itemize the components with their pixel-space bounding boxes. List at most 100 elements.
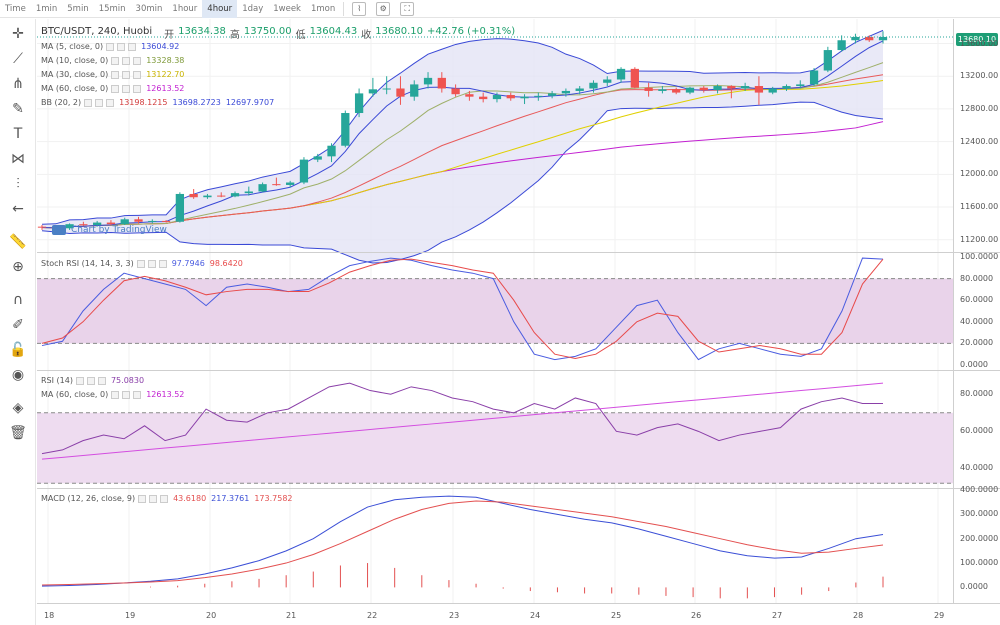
visibility-icon[interactable] (111, 84, 120, 93)
visibility-icon[interactable] (111, 56, 120, 65)
close-icon[interactable] (133, 390, 142, 399)
legend-rsi-value: 75.0830 (110, 376, 145, 385)
text-tool-icon[interactable]: T (13, 126, 23, 142)
visibility-icon[interactable] (138, 494, 147, 503)
chart-type-icon[interactable]: ⌇ (352, 1, 367, 16)
close-icon[interactable] (97, 376, 106, 385)
tradingview-logo-icon (52, 225, 66, 235)
macd-signal-line (41, 500, 884, 586)
ruler-icon[interactable]: 📏 (9, 234, 27, 250)
settings-icon[interactable] (86, 376, 95, 385)
candle-body (561, 90, 571, 94)
candle-body (341, 113, 350, 146)
close-icon[interactable] (106, 98, 115, 107)
settings-icon[interactable] (117, 42, 126, 51)
timeframe-1day[interactable]: 1day (242, 3, 264, 14)
rsi-axis-label: 60.0000 (960, 426, 994, 436)
visibility-icon[interactable] (111, 390, 120, 399)
settings-icon[interactable]: ⚙ (376, 1, 391, 16)
settings-icon[interactable] (149, 494, 158, 503)
pitchfork-icon[interactable]: ⋔ (12, 76, 24, 92)
fullscreen-icon[interactable]: ⛶ (400, 1, 415, 16)
brush-icon[interactable]: ✎ (12, 101, 24, 117)
stoch-axis-label: 80.0000 (960, 273, 994, 283)
candle-body (354, 93, 364, 114)
settings-icon[interactable] (95, 98, 104, 107)
candle-body (713, 86, 722, 91)
close-icon[interactable] (160, 494, 169, 503)
legend-rsi[interactable]: RSI (14) 75.0830 (41, 376, 144, 385)
stoch-axis-label: 60.0000 (960, 295, 994, 305)
zoom-in-icon[interactable]: ⊕ (12, 259, 24, 275)
timeframe-time[interactable]: Time (5, 3, 26, 14)
legend-stoch-rsi[interactable]: Stoch RSI (14, 14, 3, 3) 97.7946 98.6420 (41, 259, 243, 268)
time-axis-label: 29 (934, 611, 945, 620)
timeframe-1hour[interactable]: 1hour (172, 3, 198, 14)
close-icon[interactable] (133, 84, 142, 93)
back-arrow-icon[interactable]: ← (12, 201, 24, 217)
crosshair-icon[interactable]: ✛ (12, 26, 24, 42)
timeframe-15min[interactable]: 15min (98, 3, 126, 14)
close-icon[interactable] (133, 56, 142, 65)
legend-rsi-ma[interactable]: MA (60, close, 0) 12613.52 (41, 390, 184, 399)
magnet-icon[interactable]: ∩ (12, 292, 24, 308)
visibility-icon[interactable] (111, 70, 120, 79)
open-label: 开 (164, 30, 175, 41)
settings-icon[interactable] (147, 259, 156, 268)
last-price-tag: 13680.10 (956, 33, 998, 46)
lock-icon[interactable]: 🔓 (9, 342, 27, 358)
price-axis-label: 12400.00 (960, 136, 999, 146)
timeframe-4hour[interactable]: 4hour (202, 0, 238, 18)
settings-icon[interactable] (122, 70, 131, 79)
prediction-icon[interactable]: ⫶ (16, 176, 20, 192)
drawing-toolbar: ✛ ⟋ ⋔ ✎ T ⋈ ⫶ ← 📏 ⊕ ∩ ✐ 🔓 ◉ ◈ 🗑 (0, 19, 36, 625)
visibility-icon[interactable] (75, 376, 84, 385)
timeframe-1min[interactable]: 1min (35, 3, 58, 14)
candle-body (134, 219, 143, 222)
candle-body (37, 226, 47, 228)
candle-body (189, 193, 198, 198)
close-icon[interactable] (158, 259, 167, 268)
visibility-icon[interactable] (136, 259, 145, 268)
close-icon[interactable] (133, 70, 142, 79)
legend-ma30[interactable]: MA (30, close, 0) 13122.70 (41, 70, 184, 79)
close-icon[interactable] (128, 42, 137, 51)
time-axis-label: 20 (206, 611, 217, 620)
layers-icon[interactable]: ◈ (12, 400, 24, 416)
candle-body (437, 77, 446, 89)
timeframe-1week[interactable]: 1week (273, 3, 301, 14)
timeframe-1mon[interactable]: 1mon (310, 3, 336, 14)
candle-body (244, 191, 253, 194)
candle-body (603, 79, 612, 83)
candle-body (878, 36, 888, 41)
time-axis-label: 28 (853, 611, 864, 620)
bollinger-band-fill (42, 30, 883, 263)
settings-icon[interactable] (122, 84, 131, 93)
timeframe-30min[interactable]: 30min (135, 3, 163, 14)
legend-ma5[interactable]: MA (5, close, 0) 13604.92 (41, 42, 179, 51)
visibility-icon[interactable] (84, 98, 93, 107)
timeframe-5min[interactable]: 5min (67, 3, 89, 14)
settings-icon[interactable] (122, 390, 131, 399)
tradingview-watermark[interactable]: Chart by TradingView (52, 225, 167, 235)
eye-icon[interactable]: ◉ (11, 367, 25, 383)
trend-line-icon[interactable]: ⟋ (13, 51, 23, 67)
legend-ma10[interactable]: MA (10, close, 0) 13328.38 (41, 56, 184, 65)
time-axis-label: 21 (286, 611, 297, 620)
trash-icon[interactable]: 🗑 (9, 425, 27, 441)
lock-drawing-icon[interactable]: ✐ (12, 317, 24, 333)
legend-macd[interactable]: MACD (12, 26, close, 9) 43.6180 217.3761… (41, 494, 293, 503)
candle-body (754, 86, 764, 93)
legend-bb[interactable]: BB (20, 2) 13198.1215 13698.2723 12697.9… (41, 98, 274, 107)
ma60-line (41, 121, 884, 229)
settings-icon[interactable] (122, 56, 131, 65)
time-axis-label: 27 (772, 611, 783, 620)
pattern-icon[interactable]: ⋈ (11, 151, 25, 167)
visibility-icon[interactable] (106, 42, 115, 51)
low-value: 13604.43 (309, 26, 358, 37)
rsi-axis-label: 80.0000 (960, 389, 994, 399)
high-label: 高 (229, 30, 240, 41)
legend-ma60[interactable]: MA (60, close, 0) 12613.52 (41, 84, 184, 93)
price-axis-label: 11600.00 (960, 202, 999, 212)
